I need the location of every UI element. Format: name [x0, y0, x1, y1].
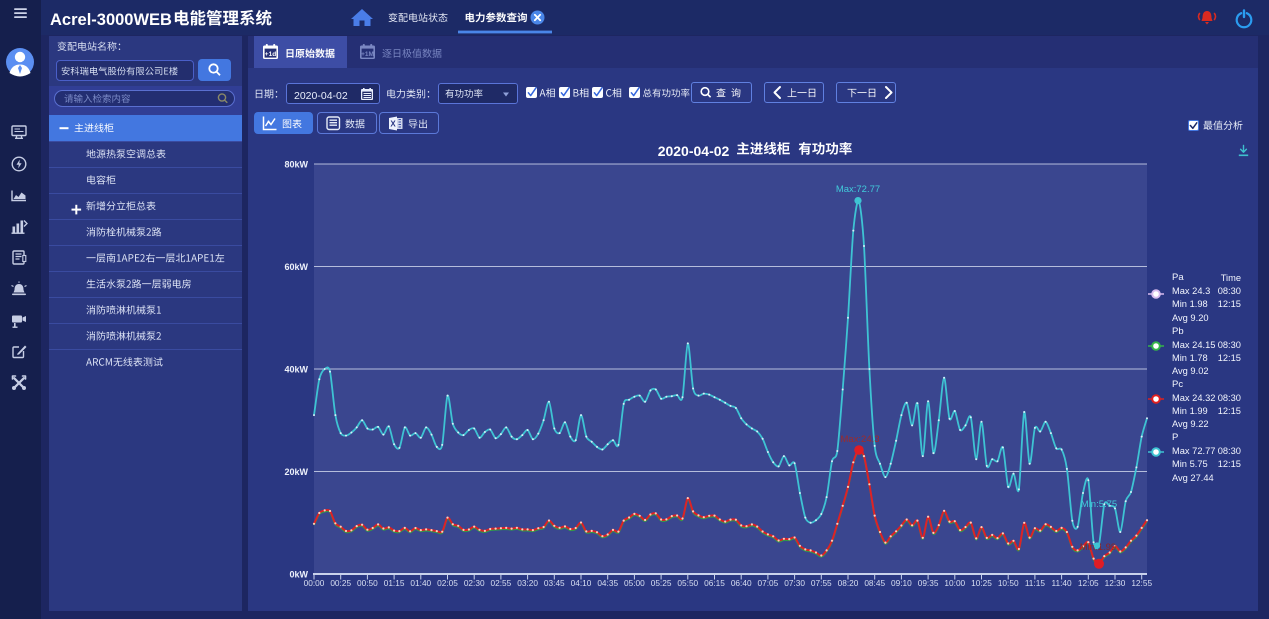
svg-text:03:45: 03:45 — [544, 578, 565, 588]
svg-text:07:55: 07:55 — [811, 578, 832, 588]
svg-text:11:40: 11:40 — [1052, 578, 1073, 588]
svg-text:Max:24.3: Max:24.3 — [840, 434, 879, 445]
svg-text:00:50: 00:50 — [357, 578, 378, 588]
svg-text:08:45: 08:45 — [864, 578, 885, 588]
svg-text:03:20: 03:20 — [517, 578, 538, 588]
svg-text:08:20: 08:20 — [838, 578, 859, 588]
svg-text:10:00: 10:00 — [944, 578, 965, 588]
svg-text:40kW: 40kW — [284, 365, 308, 375]
svg-text:12:05: 12:05 — [1078, 578, 1099, 588]
svg-text:05:00: 05:00 — [624, 578, 645, 588]
svg-text:09:10: 09:10 — [891, 578, 912, 588]
svg-text:00:25: 00:25 — [330, 578, 351, 588]
svg-text:06:15: 06:15 — [704, 578, 725, 588]
svg-text:07:05: 07:05 — [758, 578, 779, 588]
svg-text:01:15: 01:15 — [384, 578, 405, 588]
svg-text:0kW: 0kW — [289, 570, 308, 580]
svg-text:00:00: 00:00 — [304, 578, 325, 588]
svg-text:06:40: 06:40 — [731, 578, 752, 588]
svg-text:20kW: 20kW — [284, 467, 308, 477]
svg-text:01:40: 01:40 — [410, 578, 431, 588]
svg-text:10:50: 10:50 — [998, 578, 1019, 588]
svg-text:10:25: 10:25 — [971, 578, 992, 588]
svg-text:04:10: 04:10 — [571, 578, 592, 588]
svg-text:05:25: 05:25 — [651, 578, 672, 588]
svg-text:+1M: +1M — [361, 51, 374, 58]
svg-text:09:35: 09:35 — [918, 578, 939, 588]
svg-text:05:50: 05:50 — [677, 578, 698, 588]
svg-text:02:05: 02:05 — [437, 578, 458, 588]
svg-text:12:55: 12:55 — [1131, 578, 1152, 588]
svg-text:+1d: +1d — [265, 51, 276, 58]
svg-text:07:30: 07:30 — [784, 578, 805, 588]
svg-text:Max:72.77: Max:72.77 — [836, 184, 880, 195]
svg-text:02:55: 02:55 — [491, 578, 512, 588]
svg-text:04:35: 04:35 — [597, 578, 618, 588]
svg-text:11:15: 11:15 — [1025, 578, 1046, 588]
svg-text:02:30: 02:30 — [464, 578, 485, 588]
svg-text:X: X — [390, 120, 396, 129]
svg-text:60kW: 60kW — [284, 262, 308, 272]
svg-text:Min:5.75: Min:5.75 — [1081, 499, 1117, 510]
svg-text:80kW: 80kW — [284, 160, 308, 170]
svg-text:12:30: 12:30 — [1105, 578, 1126, 588]
